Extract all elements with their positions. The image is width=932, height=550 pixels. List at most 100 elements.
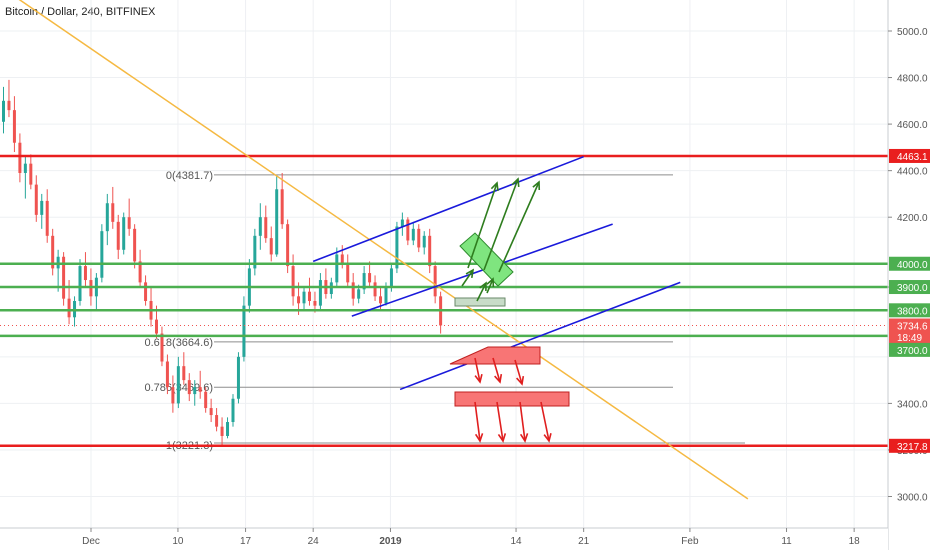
candle-body xyxy=(346,263,350,283)
candle-body xyxy=(307,291,311,301)
price-tick-label: 3000.0 xyxy=(897,493,928,504)
channel-line xyxy=(351,223,613,317)
price-badge xyxy=(889,438,930,453)
target-zone-lower xyxy=(454,391,570,407)
candle-body xyxy=(340,254,344,264)
up-arrow-head xyxy=(490,181,499,192)
price-badge xyxy=(889,330,930,345)
time-tick-label: 18 xyxy=(849,536,861,547)
candle-body xyxy=(428,235,432,267)
price-badge-label: 18:49 xyxy=(897,333,922,344)
fib-level-label: 0(4381.7) xyxy=(166,170,213,182)
candle-body xyxy=(264,217,268,239)
price-badge-label: 3217.8 xyxy=(897,442,928,453)
candle-body xyxy=(215,415,219,427)
candle-body xyxy=(116,221,120,250)
candle-body xyxy=(231,398,235,423)
price-badge-label: 3900.0 xyxy=(897,283,928,294)
candle-body xyxy=(51,235,55,269)
time-axis-bg xyxy=(0,528,888,550)
candle-body xyxy=(34,184,38,215)
candle-body xyxy=(258,217,262,236)
candle-body xyxy=(253,235,257,269)
candle-body xyxy=(7,100,11,111)
price-tick-label: 4800.0 xyxy=(897,74,928,85)
candle-body xyxy=(62,256,66,299)
price-badge-label: 4000.0 xyxy=(897,260,928,271)
breakout-zone xyxy=(459,232,514,287)
time-tick-label: 17 xyxy=(240,536,252,547)
price-badge xyxy=(889,318,930,333)
time-tick-label: Dec xyxy=(82,536,100,547)
candle-body xyxy=(209,408,213,416)
candle-body xyxy=(78,266,82,301)
time-tick-label: Feb xyxy=(681,536,699,547)
candle-body xyxy=(411,228,415,241)
candle-body xyxy=(395,226,399,269)
candle-body xyxy=(433,266,437,297)
price-badge xyxy=(889,148,930,163)
candle-body xyxy=(280,189,284,225)
candle-body xyxy=(335,254,339,283)
candle-body xyxy=(204,391,208,409)
candle-body xyxy=(133,228,137,262)
candle-body xyxy=(122,217,126,250)
candle-body xyxy=(176,366,180,404)
channel-line xyxy=(399,281,681,391)
candle-body xyxy=(111,203,115,222)
down-arrow xyxy=(540,401,550,442)
candle-body xyxy=(171,387,175,404)
candle-body xyxy=(23,163,27,173)
down-arrow-head xyxy=(494,373,503,384)
candle-body xyxy=(182,366,186,381)
down-arrow-head xyxy=(474,433,484,443)
price-badge-label: 3734.6 xyxy=(897,322,928,333)
up-arrow xyxy=(476,282,487,302)
candle-body xyxy=(40,200,44,215)
up-arrow-head xyxy=(486,277,495,288)
candle-body xyxy=(269,238,273,255)
price-badge-label: 3700.0 xyxy=(897,346,928,357)
price-tick-label: 4600.0 xyxy=(897,120,928,131)
down-arrow xyxy=(514,359,523,385)
time-tick-label: 10 xyxy=(172,536,184,547)
time-tick-label: 21 xyxy=(578,536,590,547)
candle-body xyxy=(236,356,240,399)
time-tick-label: 24 xyxy=(308,536,320,547)
time-tick-label: 14 xyxy=(510,536,522,547)
candle-body xyxy=(220,426,224,436)
candle-body xyxy=(275,189,279,255)
candle-body xyxy=(379,296,383,304)
price-badge-label: 4463.1 xyxy=(897,152,928,163)
candle-body xyxy=(165,361,169,388)
candle-body xyxy=(297,296,301,304)
price-badge xyxy=(889,256,930,271)
candle-body xyxy=(313,300,317,306)
up-arrow xyxy=(467,182,498,269)
candle-body xyxy=(400,219,404,227)
up-arrow-head xyxy=(465,268,475,279)
fib-level-label: 0.618(3664.6) xyxy=(145,337,214,349)
up-arrow xyxy=(498,181,540,273)
candle-body xyxy=(105,203,109,232)
candle-body xyxy=(373,282,377,297)
price-badge xyxy=(889,303,930,318)
grid-lines xyxy=(0,0,888,528)
candle-body xyxy=(144,282,148,301)
price-axis-bg xyxy=(888,0,932,550)
candle-body xyxy=(291,266,295,297)
candle-body xyxy=(286,224,290,267)
time-tick-label: 11 xyxy=(781,536,792,547)
down-arrow xyxy=(474,401,481,442)
price-badge xyxy=(889,280,930,295)
up-arrow xyxy=(461,269,474,287)
candle-body xyxy=(389,268,393,288)
candle-body xyxy=(83,266,87,281)
down-arrow-head xyxy=(543,433,552,443)
candle-body xyxy=(362,273,366,290)
up-arrow-head xyxy=(511,177,520,188)
down-arrow-head xyxy=(497,433,507,443)
candle-body xyxy=(187,380,191,395)
price-badge-label: 3800.0 xyxy=(897,306,928,317)
